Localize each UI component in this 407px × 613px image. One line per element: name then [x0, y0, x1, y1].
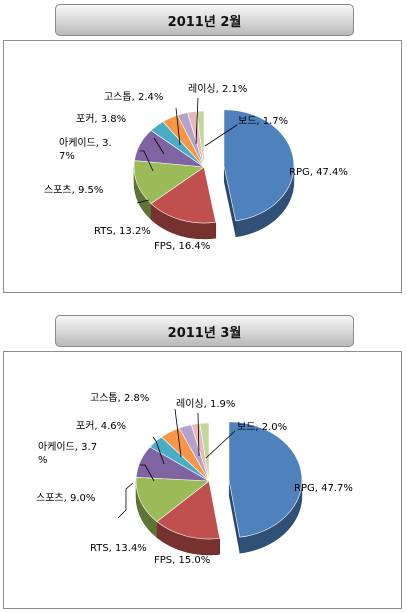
leader-line	[140, 464, 155, 482]
data-label: 보드, 1.7%	[238, 115, 288, 127]
data-label: RTS, 13.2%	[94, 226, 151, 237]
pie-slice-보드	[196, 110, 205, 168]
leader-line	[175, 107, 181, 146]
pie-slice-FPS	[156, 480, 221, 540]
pie-slice-RTS	[133, 160, 205, 204]
data-label: FPS, 15.0%	[154, 555, 210, 566]
data-label: 고스톱, 2.4%	[104, 91, 163, 103]
chart-title: 2011년 3월	[167, 325, 242, 341]
data-label: RPG, 47.7%	[294, 483, 353, 494]
leader-line	[152, 436, 165, 465]
data-label: 포커, 4.6%	[76, 420, 126, 432]
chart-panel: RPG, 47.7% FPS, 15.0% RTS, 13.4% 스포츠, 9.0% 아…	[3, 351, 402, 609]
data-label: 고스톱, 2.8%	[90, 392, 149, 404]
pie-chart: RPG, 47.4% FPS, 16.4%RTS, 13.2% 스포츠, 9.5% 아…	[44, 83, 348, 252]
data-label: 아케이드, 3.7%	[59, 137, 112, 162]
data-label: 레이싱, 2.1%	[188, 83, 247, 95]
data-label: FPS, 16.4%	[154, 241, 210, 252]
leader-line	[204, 124, 238, 147]
chart-title-banner: 2011년 2월	[55, 4, 354, 36]
pie-slices	[135, 421, 303, 556]
data-label: 스포츠, 9.0%	[36, 492, 95, 504]
leader-line	[153, 137, 165, 155]
pie-slice-보드	[199, 422, 210, 482]
pie-chart: RPG, 47.7% FPS, 15.0% RTS, 13.4% 스포츠, 9.0% 아…	[36, 392, 353, 566]
pie-slice-cut	[228, 479, 240, 554]
leader-line	[117, 482, 134, 519]
data-label: 레이싱, 1.9%	[176, 398, 235, 410]
pie-slice-RTS	[135, 476, 210, 523]
pie-slice-FPS	[150, 166, 217, 224]
pie-slice-cut	[223, 165, 236, 237]
leader-line	[197, 412, 200, 457]
leader-line	[195, 97, 199, 145]
chart-panel: RPG, 47.4% FPS, 16.4% RTS, 13.2% 스포츠, 9.5% 아…	[3, 40, 402, 293]
data-label: 스포츠, 9.5%	[44, 184, 103, 196]
leader-line	[140, 150, 154, 172]
pie-slices	[133, 109, 295, 240]
data-label: 아케이드, 3.7%	[38, 441, 97, 466]
leader-line	[205, 430, 236, 459]
leader-line	[136, 199, 150, 204]
chart-title: 2011년 2월	[167, 14, 242, 30]
data-label: RPG, 47.4%	[289, 167, 348, 178]
pie-slice-RPG	[228, 421, 303, 538]
leader-line	[174, 408, 182, 458]
data-label: RTS, 13.4%	[90, 543, 147, 554]
pie-slice-RPG	[223, 109, 295, 222]
data-label: 보드, 2.0%	[237, 421, 287, 433]
data-label: 포커, 3.8%	[76, 113, 126, 125]
chart-title-banner: 2011년 3월	[55, 315, 354, 347]
